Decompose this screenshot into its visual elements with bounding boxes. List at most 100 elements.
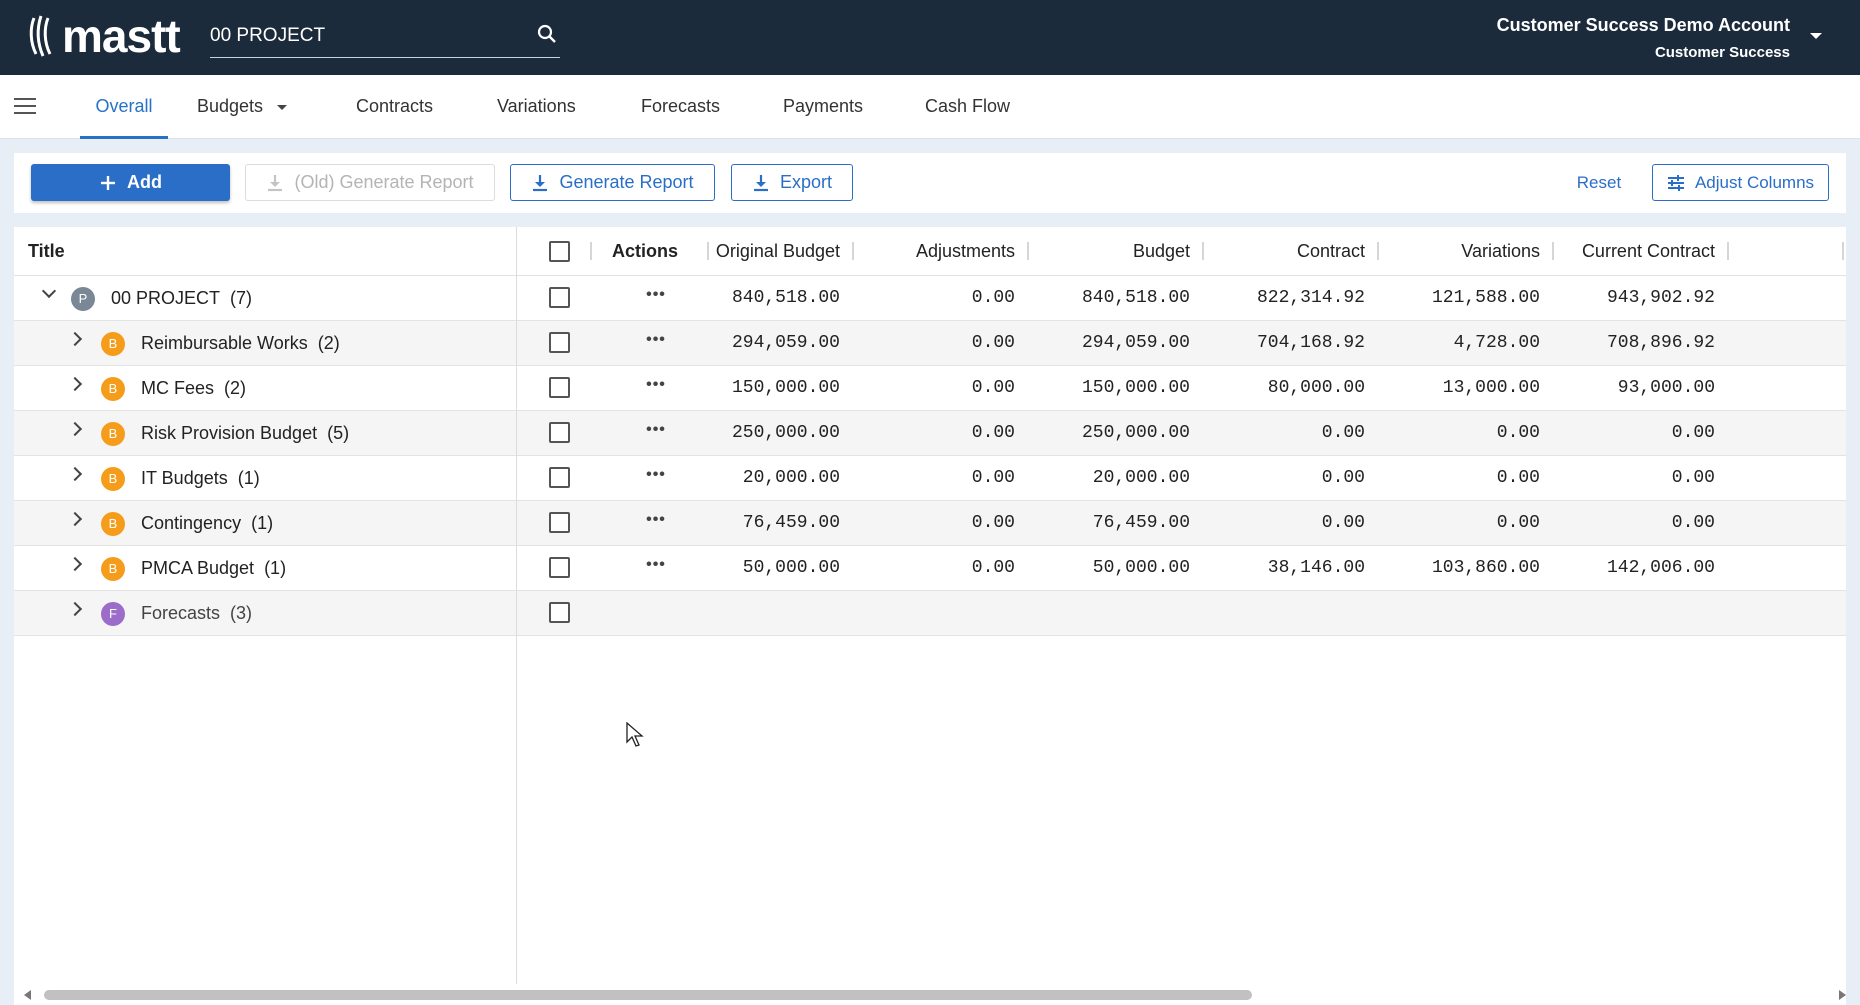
original-budget-cell: 250,000.00 xyxy=(731,423,840,443)
table-row[interactable]: ••• 50,000.00 0.00 50,000.00 38,146.00 1… xyxy=(517,546,1846,591)
table-row[interactable]: ••• 840,518.00 0.00 840,518.00 822,314.9… xyxy=(517,276,1846,321)
tab-payments[interactable]: Payments xyxy=(783,96,864,116)
column-divider[interactable] xyxy=(1552,242,1554,260)
adjustments-cell: 0.00 xyxy=(971,423,1015,443)
row-title: Risk Provision Budget (5) xyxy=(141,423,350,443)
column-divider[interactable] xyxy=(1202,242,1204,260)
download-icon xyxy=(531,174,549,192)
current-contract-header[interactable]: Current Contract xyxy=(1581,241,1715,261)
old-generate-report-label: (Old) Generate Report xyxy=(294,172,474,192)
chevron-right-icon[interactable] xyxy=(67,331,83,347)
adjustments-cell: 0.00 xyxy=(971,333,1015,353)
title-header[interactable]: Title xyxy=(14,227,516,276)
download-icon xyxy=(266,174,284,192)
tab-cash-flow[interactable]: Cash Flow xyxy=(925,96,1011,116)
table-row[interactable]: P 00 PROJECT (7) xyxy=(14,276,516,321)
chevron-right-icon[interactable] xyxy=(67,376,83,392)
adjustments-header[interactable]: Adjustments xyxy=(915,241,1015,261)
table-row[interactable]: B MC Fees (2) xyxy=(14,366,516,411)
account-menu[interactable]: Customer Success Demo Account Customer S… xyxy=(1497,14,1790,63)
more-actions-icon[interactable]: ••• xyxy=(646,331,666,348)
hamburger-menu-icon[interactable] xyxy=(14,98,36,116)
adjustments-cell: 0.00 xyxy=(971,468,1015,488)
row-checkbox[interactable] xyxy=(549,512,570,533)
variations-header[interactable]: Variations xyxy=(1461,241,1540,261)
more-actions-icon[interactable]: ••• xyxy=(646,286,666,303)
add-button[interactable]: Add xyxy=(31,164,230,201)
tab-variations[interactable]: Variations xyxy=(497,96,576,116)
table-row[interactable]: B Reimbursable Works (2) xyxy=(14,321,516,366)
budget-header[interactable]: Budget xyxy=(1132,241,1190,261)
column-divider[interactable] xyxy=(590,242,592,260)
row-checkbox[interactable] xyxy=(549,377,570,398)
table-row[interactable]: F Forecasts (3) xyxy=(14,591,516,636)
current-contract-cell: 708,896.92 xyxy=(1606,333,1715,353)
table-row[interactable]: ••• 294,059.00 0.00 294,059.00 704,168.9… xyxy=(517,321,1846,366)
scroll-left-icon[interactable] xyxy=(24,990,31,1000)
mastt-logo[interactable]: mastt xyxy=(28,12,181,60)
chevron-down-icon[interactable] xyxy=(41,283,57,299)
original-budget-cell: 840,518.00 xyxy=(731,288,840,308)
old-generate-report-button[interactable]: (Old) Generate Report xyxy=(245,164,495,201)
account-dropdown-icon[interactable] xyxy=(1810,33,1822,39)
row-checkbox[interactable] xyxy=(549,422,570,443)
more-actions-icon[interactable]: ••• xyxy=(646,556,666,573)
chevron-right-icon[interactable] xyxy=(67,601,83,617)
column-divider[interactable] xyxy=(852,242,854,260)
more-actions-icon[interactable]: ••• xyxy=(646,511,666,528)
original-budget-header[interactable]: Original Budget xyxy=(715,241,840,261)
more-actions-icon[interactable]: ••• xyxy=(646,421,666,438)
tab-budgets[interactable]: Budgets xyxy=(197,75,288,139)
column-divider[interactable] xyxy=(1377,242,1379,260)
generate-report-label: Generate Report xyxy=(559,172,694,192)
column-divider[interactable] xyxy=(1727,242,1729,260)
table-row[interactable]: ••• 250,000.00 0.00 250,000.00 0.00 0.00… xyxy=(517,411,1846,456)
chevron-right-icon[interactable] xyxy=(67,466,83,482)
horizontal-scrollbar[interactable] xyxy=(14,984,1846,1005)
row-checkbox[interactable] xyxy=(549,602,570,623)
tab-budgets-label: Budgets xyxy=(197,96,264,116)
tab-forecasts[interactable]: Forecasts xyxy=(641,96,721,116)
row-checkbox[interactable] xyxy=(549,332,570,353)
row-title: Contingency (1) xyxy=(141,513,274,533)
select-all-checkbox[interactable] xyxy=(549,241,570,262)
table-row[interactable]: ••• 76,459.00 0.00 76,459.00 0.00 0.00 0… xyxy=(517,501,1846,546)
chevron-right-icon[interactable] xyxy=(67,421,83,437)
grid-body[interactable]: Actions Original Budget Adjustments Budg… xyxy=(517,227,1846,1005)
search-icon[interactable] xyxy=(536,23,558,45)
contract-cell: 0.00 xyxy=(1321,513,1365,533)
variations-cell: 4,728.00 xyxy=(1453,333,1540,353)
reset-button[interactable]: Reset xyxy=(1576,172,1622,192)
row-checkbox[interactable] xyxy=(549,287,570,308)
tab-overall[interactable]: Overall xyxy=(80,75,168,139)
project-badge-icon: P xyxy=(71,287,95,311)
table-row[interactable]: B Contingency (1) xyxy=(14,501,516,546)
column-divider[interactable] xyxy=(1027,242,1029,260)
scroll-right-icon[interactable] xyxy=(1839,990,1846,1000)
current-contract-cell: 0.00 xyxy=(1671,468,1715,488)
chevron-right-icon[interactable] xyxy=(67,556,83,572)
more-actions-icon[interactable]: ••• xyxy=(646,466,666,483)
more-actions-icon[interactable]: ••• xyxy=(646,376,666,393)
adjust-columns-button[interactable]: Adjust Columns xyxy=(1652,164,1829,201)
tab-contracts[interactable]: Contracts xyxy=(356,96,434,116)
table-row[interactable]: B IT Budgets (1) xyxy=(14,456,516,501)
generate-report-button[interactable]: Generate Report xyxy=(510,164,715,201)
column-divider[interactable] xyxy=(707,242,709,260)
table-row[interactable]: ••• 150,000.00 0.00 150,000.00 80,000.00… xyxy=(517,366,1846,411)
row-checkbox[interactable] xyxy=(549,467,570,488)
add-button-label: Add xyxy=(127,172,162,192)
row-checkbox[interactable] xyxy=(549,557,570,578)
table-row[interactable]: B Risk Provision Budget (5) xyxy=(14,411,516,456)
table-row[interactable]: ••• 20,000.00 0.00 20,000.00 0.00 0.00 0… xyxy=(517,456,1846,501)
top-bar: mastt Customer Success Demo Account Cust… xyxy=(0,0,1860,75)
column-divider[interactable] xyxy=(1842,242,1844,260)
scrollbar-thumb[interactable] xyxy=(44,990,1252,1000)
contract-cell: 80,000.00 xyxy=(1267,378,1365,398)
chevron-right-icon[interactable] xyxy=(67,511,83,527)
table-row[interactable] xyxy=(517,591,1846,636)
table-row[interactable]: B PMCA Budget (1) xyxy=(14,546,516,591)
contract-header[interactable]: Contract xyxy=(1296,241,1365,261)
search-input[interactable] xyxy=(210,20,520,52)
export-button[interactable]: Export xyxy=(731,164,853,201)
